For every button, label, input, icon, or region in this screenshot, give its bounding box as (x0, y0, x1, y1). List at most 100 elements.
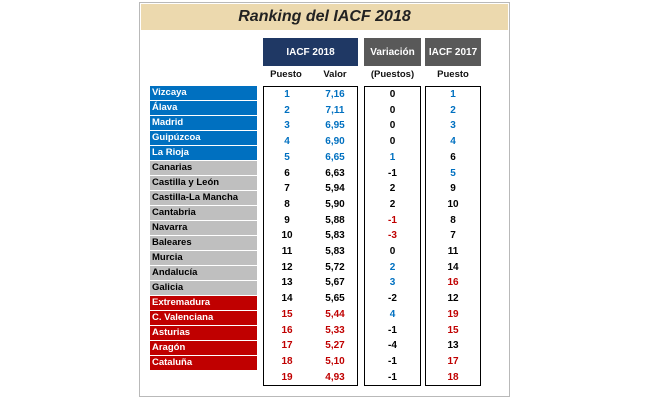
region-name: Vizcaya (150, 86, 257, 100)
region-name: Madrid (150, 116, 257, 130)
puesto-2017-cell: 11 (447, 246, 459, 257)
variacion-cell: -1 (388, 167, 397, 179)
region-name: Canarias (150, 161, 257, 175)
puesto-2017-cell: 17 (447, 355, 459, 367)
subheader-puesto: Puesto (270, 69, 302, 80)
region-name: Álava (150, 101, 257, 115)
puesto-2018-cell: 3 (284, 120, 290, 132)
valor-2018-cell: 5,83 (325, 230, 345, 242)
puesto-2018-cell: 9 (284, 214, 290, 226)
variacion-cell: 0 (389, 136, 396, 148)
variacion-column: 0 0 0 0 1 -1 2 2 -1 -3 0 2 3 -2 4 -1 -4 -1 -1 (364, 86, 421, 386)
region-name: Castilla y León (150, 176, 257, 190)
variacion-cell: 3 (389, 277, 396, 289)
region-name: Galicia (150, 281, 257, 295)
variacion-cell: 4 (389, 308, 396, 320)
valor-2018-cell: 7,16 (325, 89, 345, 100)
puesto-2018-cell: 19 (281, 371, 293, 383)
puesto-2017-cell: 19 (447, 308, 459, 320)
valor-2018-cell: 5,83 (325, 246, 345, 257)
puesto-2017-cell: 14 (447, 261, 459, 273)
variacion-cell: 2 (389, 198, 396, 210)
region-names: Vizcaya Álava Madrid Guipúzcoa La Rioja Canar… (150, 86, 257, 386)
region-name: Murcia (150, 251, 257, 265)
variacion-cell: -1 (388, 355, 397, 367)
puesto-2017-cell: 7 (450, 230, 456, 242)
variacion-cell: 2 (389, 183, 396, 195)
valor-2018-cell: 5,67 (325, 277, 345, 289)
puesto-2018-cell: 18 (281, 355, 293, 367)
valor-2018-cell: 5,94 (325, 183, 345, 195)
subheader-valor: Valor (323, 69, 347, 80)
region-name: Cataluña (150, 356, 257, 370)
valor-2018-cell: 5,10 (325, 355, 345, 367)
valor-2018-cell: 6,95 (325, 120, 345, 132)
variacion-cell: -3 (388, 230, 397, 242)
valor-2018-cell: 6,90 (325, 136, 345, 148)
variacion-cell: -4 (388, 340, 397, 352)
puesto-2017-cell: 1 (450, 89, 456, 100)
header-iacf-2018: IACF 2018 (263, 38, 358, 66)
puesto-2018-cell: 14 (281, 293, 293, 305)
region-name: Aragón (150, 341, 257, 355)
variacion-cell: 0 (389, 104, 396, 116)
puesto-2018-cell: 13 (281, 277, 293, 289)
puesto-2017-cell: 8 (450, 214, 456, 226)
valor-2018-cell: 5,90 (325, 198, 345, 210)
puesto-2017-cell: 5 (450, 167, 456, 179)
puesto-2018-cell: 8 (284, 198, 290, 210)
puesto-2018-cell: 2 (284, 104, 290, 116)
puesto-2017-cell: 6 (450, 151, 456, 163)
valor-2018-cell: 7,11 (325, 104, 345, 116)
region-name: La Rioja (150, 146, 257, 160)
puesto-2018-cell: 10 (281, 230, 293, 242)
variacion-cell: 1 (389, 151, 396, 163)
valor-2018-cell: 5,65 (325, 293, 345, 305)
variacion-cell: -1 (388, 324, 397, 336)
region-name: Baleares (150, 236, 257, 250)
puesto-2018-cell: 5 (284, 151, 290, 163)
valor-2018-cell: 6,65 (325, 151, 345, 163)
puesto-2018-cell: 12 (281, 261, 293, 273)
valor-2018-cell: 5,44 (325, 308, 345, 320)
valor-2018-cell: 5,88 (325, 214, 345, 226)
region-name: Navarra (150, 221, 257, 235)
ranking-table: Ranking del IACF 2018 IACF 2018 Variació… (139, 2, 510, 397)
puesto-2017-cell: 9 (450, 183, 456, 195)
puesto-2017-cell: 12 (447, 293, 459, 305)
puesto-2018-cell: 7 (284, 183, 290, 195)
puesto-2017-cell: 2 (450, 104, 456, 116)
header-variacion: Variación (364, 38, 421, 66)
puesto-2017-cell: 16 (447, 277, 459, 289)
variacion-cell: 0 (389, 246, 396, 257)
subheader-puestos: (Puestos) (370, 69, 415, 80)
puesto-2017-cell: 4 (450, 136, 456, 148)
region-name: Asturias (150, 326, 257, 340)
valor-2018-cell: 5,33 (325, 324, 345, 336)
puesto-2018-cell: 17 (281, 340, 293, 352)
title-bar: Ranking del IACF 2018 (141, 4, 508, 30)
puesto-2018-cell: 6 (284, 167, 290, 179)
table-title: Ranking del IACF 2018 (238, 8, 411, 25)
valor-2018-cell: 6,63 (325, 167, 345, 179)
variacion-cell: 2 (389, 261, 396, 273)
variacion-cell: 0 (389, 89, 396, 100)
puesto-2017-cell: 18 (447, 371, 459, 383)
puesto-2017-cell: 13 (447, 340, 459, 352)
region-name: Extremadura (150, 296, 257, 310)
puesto-2018-cell: 1 (284, 89, 290, 100)
region-name: Guipúzcoa (150, 131, 257, 145)
puesto-2017-cell: 15 (447, 324, 459, 336)
puesto-2018-cell: 4 (284, 136, 290, 148)
region-name: Castilla-La Mancha (150, 191, 257, 205)
puesto-2018-cell: 15 (281, 308, 293, 320)
subheader-puesto-2017: Puesto (437, 69, 469, 80)
puesto-2018-cell: 16 (281, 324, 293, 336)
region-name: Andalucía (150, 266, 257, 280)
puesto-2018-cell: 11 (281, 246, 293, 257)
puesto-2017-cell: 3 (450, 120, 456, 132)
valor-2018-cell: 5,27 (325, 340, 345, 352)
iacf-2017-column: 1 2 3 4 6 5 9 10 8 7 11 14 16 12 19 15 13 17 18 (425, 86, 481, 386)
region-name: Cantabria (150, 206, 257, 220)
variacion-cell: -2 (388, 293, 397, 305)
